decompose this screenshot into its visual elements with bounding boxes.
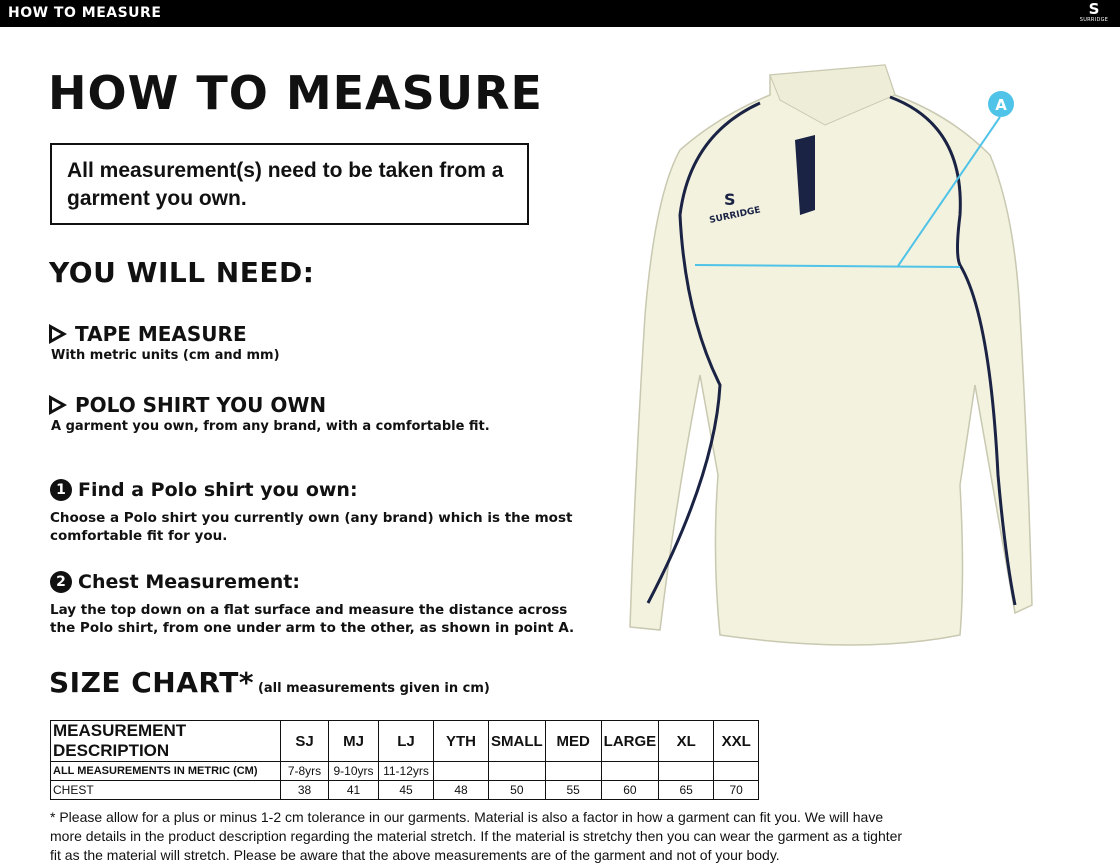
cell: 55 — [544, 780, 602, 800]
header-cell: XL — [658, 720, 715, 762]
size-table: MEASUREMENT DESCRIPTION SJ MJ LJ YTH SMA… — [50, 720, 760, 800]
table-row: ALL MEASUREMENTS IN METRIC (CM) 7-8yrs 9-1… — [50, 761, 760, 781]
cell — [544, 761, 602, 781]
table-row: CHEST 38 41 45 48 50 55 60 65 70 — [50, 780, 760, 800]
cell: 11-12yrs — [378, 761, 434, 781]
cell — [488, 761, 546, 781]
header-cell: SJ — [280, 720, 329, 762]
cell: 50 — [488, 780, 546, 800]
header-bar: HOW TO MEASURE S SURRIDGE — [0, 0, 1120, 27]
cell — [713, 761, 760, 781]
cell — [658, 761, 715, 781]
svg-text:S: S — [724, 190, 736, 209]
piping-right — [889, 95, 1017, 606]
cell — [600, 761, 660, 781]
cell — [433, 761, 489, 781]
header-cell: XXL — [713, 720, 760, 762]
header-title: HOW TO MEASURE — [8, 5, 162, 21]
table-header-row: MEASUREMENT DESCRIPTION SJ MJ LJ YTH SMA… — [50, 720, 760, 762]
cell: 9-10yrs — [328, 761, 379, 781]
notice-box: All measurement(s) need to be taken from… — [50, 143, 529, 225]
size-chart-heading: SIZE CHART* (all measurements given in c… — [49, 666, 490, 699]
header-cell: MED — [544, 720, 602, 762]
cell: 60 — [600, 780, 660, 800]
cell: 38 — [280, 780, 329, 800]
cell: ALL MEASUREMENTS IN METRIC (CM) — [50, 761, 281, 781]
pointer-line — [897, 116, 1001, 267]
cell: 41 — [328, 780, 379, 800]
step-number: 2 — [50, 571, 72, 593]
need-desc: A garment you own, from any brand, with … — [51, 419, 490, 434]
step-desc: Choose a Polo shirt you currently own (a… — [50, 510, 573, 544]
triangle-bullet-icon — [49, 324, 67, 344]
shirt-diagram: SURRIDGE S A — [629, 64, 1033, 646]
point-a-label: A — [995, 96, 1007, 114]
cell: 45 — [378, 780, 434, 800]
cell: 7-8yrs — [280, 761, 329, 781]
shirt-body — [629, 64, 1033, 646]
size-chart-title: SIZE CHART* — [49, 666, 254, 699]
header-cell: MEASUREMENT DESCRIPTION — [50, 720, 281, 762]
step-desc: Lay the top down on a flat surface and m… — [50, 602, 575, 636]
cell: 70 — [713, 780, 760, 800]
chest-measure-line — [694, 264, 961, 268]
size-chart-note: (all measurements given in cm) — [257, 681, 490, 696]
cell: CHEST — [50, 780, 281, 800]
point-a-marker — [988, 91, 1014, 117]
page-title: HOW TO MEASURE — [48, 66, 543, 120]
need-item: TAPE MEASURE With metric units (cm and m… — [49, 322, 280, 363]
need-heading: YOU WILL NEED: — [49, 256, 315, 289]
placket — [795, 135, 815, 215]
need-title: POLO SHIRT YOU OWN — [75, 393, 327, 417]
piping-left — [646, 101, 761, 604]
surridge-logo: S SURRIDGE — [1079, 0, 1109, 24]
step-title: Find a Polo shirt you own: — [78, 479, 358, 501]
need-desc: With metric units (cm and mm) — [51, 348, 280, 363]
step-1: 1 Find a Polo shirt you own: Choose a Pol… — [50, 479, 590, 545]
step-title: Chest Measurement: — [78, 571, 300, 593]
step-number: 1 — [50, 479, 72, 501]
header-cell: LJ — [378, 720, 434, 762]
footnote: * Please allow for a plus or minus 1-2 c… — [50, 809, 903, 863]
header-cell: LARGE — [600, 720, 660, 762]
need-title: TAPE MEASURE — [75, 322, 247, 346]
cell: 65 — [658, 780, 715, 800]
triangle-bullet-icon — [49, 395, 67, 415]
cell: 48 — [433, 780, 489, 800]
header-cell: YTH — [433, 720, 489, 762]
collar — [769, 64, 896, 126]
header-cell: SMALL — [488, 720, 546, 762]
need-item: POLO SHIRT YOU OWN A garment you own, fr… — [49, 393, 490, 434]
step-2: 2 Chest Measurement: Lay the top down on … — [50, 571, 590, 637]
header-cell: MJ — [328, 720, 379, 762]
